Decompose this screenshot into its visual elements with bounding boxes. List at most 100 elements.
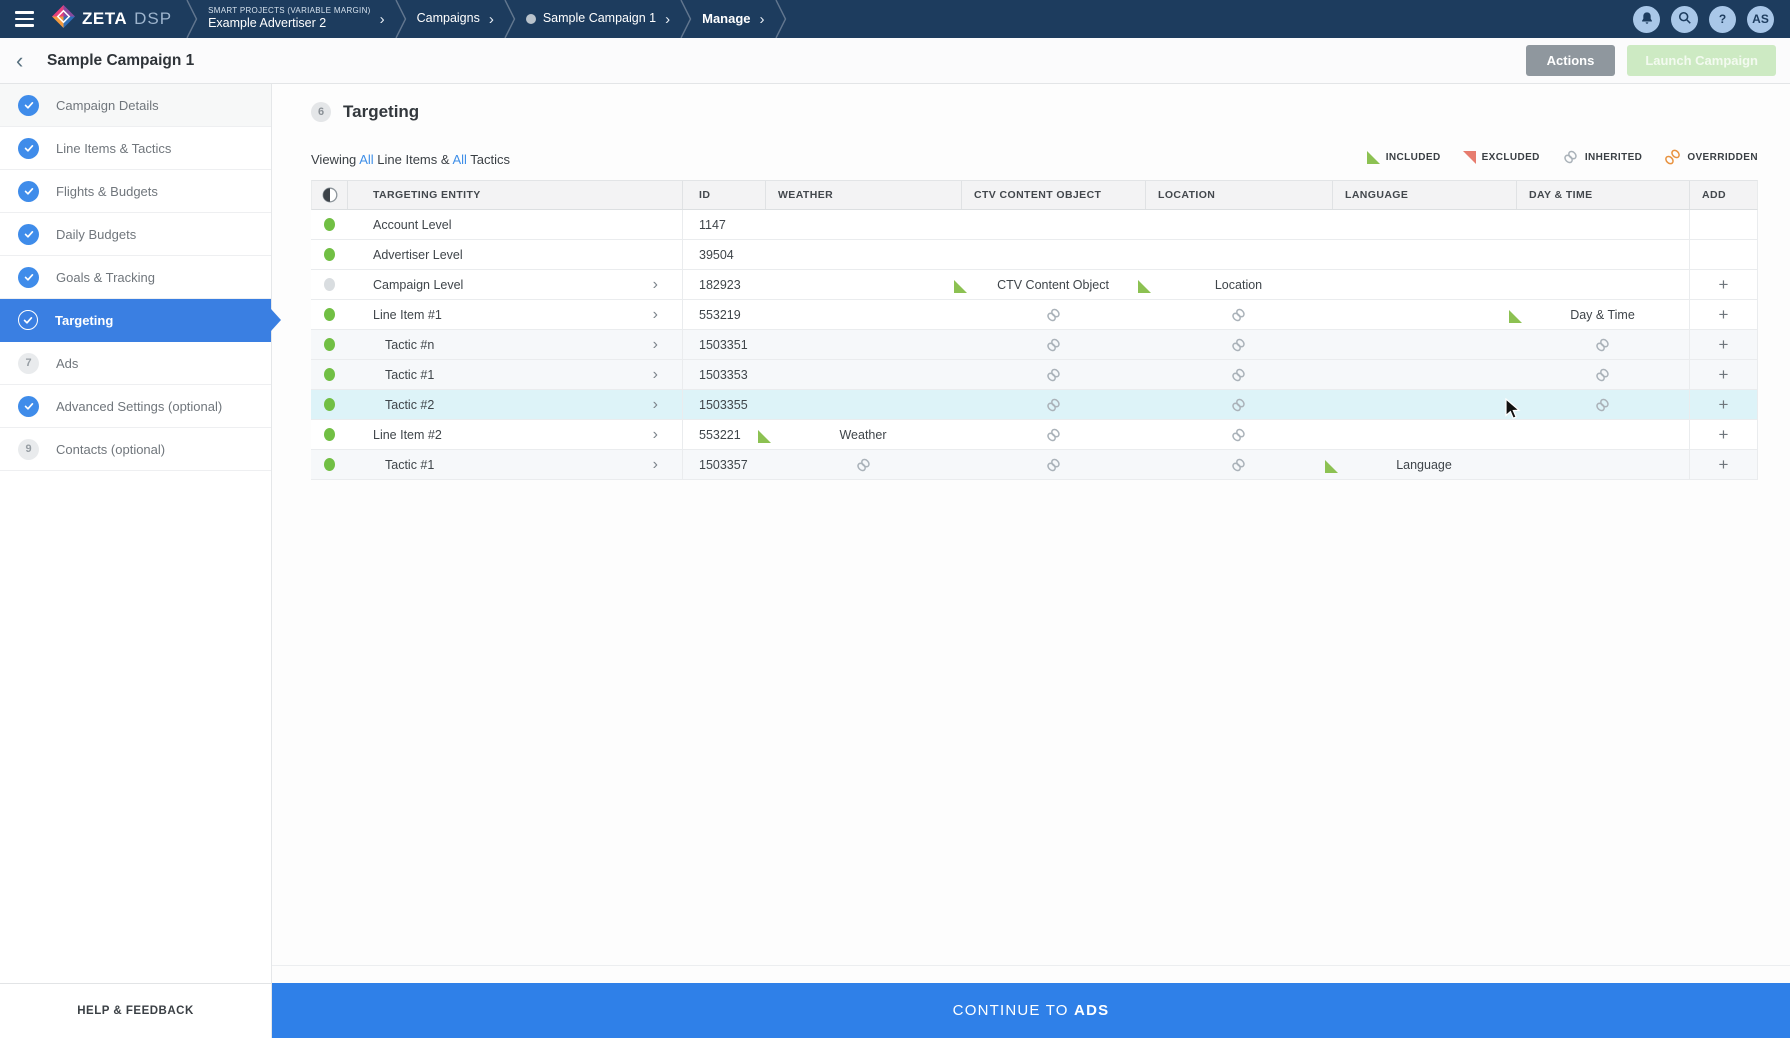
status-dot-active — [323, 398, 335, 411]
entity-name: Tactic #2 — [385, 397, 435, 412]
sidebar: Campaign Details Line Items & Tactics Flig… — [0, 84, 281, 983]
legend-inherited: INHERITED — [1562, 149, 1643, 165]
continue-to-ads-button[interactable]: CONTINUE TO ADS — [272, 983, 1790, 1038]
table-row[interactable]: Account Level 1147 — [311, 210, 1758, 240]
breadcrumb-item[interactable]: SMART PROJECTS (VARIABLE MARGIN) Example … — [198, 0, 395, 38]
sidebar-item-contacts-optional[interactable]: 9 Contacts (optional) — [0, 428, 271, 471]
sidebar-item-goals-tracking[interactable]: Goals & Tracking — [0, 256, 271, 299]
notifications-bell-button[interactable] — [1633, 5, 1660, 33]
table-row[interactable]: Line Item #1 › 553219 Day & Time + — [311, 300, 1758, 330]
expand-chevron-icon[interactable]: › — [652, 365, 658, 383]
breadcrumb-label: Campaigns — [416, 11, 480, 26]
avatar-button[interactable]: AS — [1747, 5, 1774, 33]
viewing-all-line-items-link[interactable]: All — [359, 152, 374, 167]
sidebar-item-label: Line Items & Tactics — [56, 140, 172, 156]
inherited-icon — [1230, 397, 1247, 413]
table-row[interactable]: Tactic #1 › 1503357 Language + — [311, 450, 1758, 480]
sidebar-item-flights-budgets[interactable]: Flights & Budgets — [0, 170, 271, 213]
table-row[interactable]: Tactic #n › 1503351 + — [311, 330, 1758, 360]
breadcrumb-item[interactable]: Sample Campaign 1 › — [516, 0, 680, 38]
back-button[interactable]: ‹ — [16, 47, 24, 73]
half-moon-icon[interactable] — [322, 187, 338, 203]
column-header-status — [312, 181, 348, 209]
table-row[interactable]: Campaign Level › 182923 CTV Content Object L… — [311, 270, 1758, 300]
add-targeting-button[interactable]: + — [1718, 335, 1729, 354]
add-targeting-button[interactable]: + — [1718, 305, 1729, 324]
table-row[interactable]: Line Item #2 › 553221 Weather + — [311, 420, 1758, 450]
sidebar-item-targeting[interactable]: Targeting — [0, 299, 281, 342]
viewing-all-tactics-link[interactable]: All — [452, 152, 467, 167]
chevron-right-icon: › — [379, 10, 385, 28]
add-targeting-button[interactable]: + — [1718, 275, 1729, 294]
targeting-value-label: Location — [1214, 277, 1263, 292]
table-header-row: TARGETING ENTITY ID WEATHER CTV CONTENT OBJ… — [311, 180, 1758, 210]
column-header-add: ADD — [1702, 189, 1726, 201]
inherited-icon — [1045, 307, 1062, 323]
included-icon — [1325, 460, 1338, 476]
check-circle-icon — [18, 94, 39, 116]
expand-chevron-icon[interactable]: › — [652, 425, 658, 443]
check-circle-icon — [18, 395, 39, 417]
status-dot-active — [323, 458, 335, 471]
breadcrumbs: SMART PROJECTS (VARIABLE MARGIN) Example … — [186, 0, 1633, 38]
sidebar-item-line-items-tactics[interactable]: Line Items & Tactics — [0, 127, 271, 170]
entity-name: Tactic #1 — [385, 457, 435, 472]
entity-name: Campaign Level — [373, 277, 464, 292]
column-header-weather: WEATHER — [766, 181, 962, 209]
search-button[interactable] — [1671, 5, 1698, 33]
legend-label: OVERRIDDEN — [1687, 151, 1758, 163]
sidebar-item-daily-budgets[interactable]: Daily Budgets — [0, 213, 271, 256]
breadcrumb-item[interactable]: Campaigns › — [407, 0, 504, 38]
included-icon — [758, 430, 771, 446]
sidebar-item-campaign-details[interactable]: Campaign Details — [0, 84, 271, 127]
viewing-tail: Tactics — [470, 152, 511, 167]
breadcrumb-separator-icon — [680, 0, 692, 38]
step-number-badge: 6 — [311, 102, 331, 122]
legend-excluded: EXCLUDED — [1462, 150, 1540, 164]
expand-chevron-icon[interactable]: › — [652, 275, 658, 293]
topbar: ZETA DSP SMART PROJECTS (VARIABLE MARGIN… — [0, 0, 1790, 38]
sidebar-item-label: Campaign Details — [56, 97, 159, 113]
expand-chevron-icon[interactable]: › — [652, 395, 658, 413]
table-row[interactable]: Tactic #2 › 1503355 + — [311, 390, 1758, 420]
help-feedback-button[interactable]: HELP & FEEDBACK — [0, 983, 272, 1038]
table-row[interactable]: Tactic #1 › 1503353 + — [311, 360, 1758, 390]
search-icon — [1678, 11, 1692, 28]
add-targeting-button[interactable]: + — [1718, 425, 1729, 444]
launch-campaign-button[interactable]: Launch Campaign — [1627, 45, 1776, 76]
sidebar-item-advanced-settings-optional[interactable]: Advanced Settings (optional) — [0, 385, 271, 428]
table-row[interactable]: Advertiser Level 39504 — [311, 240, 1758, 270]
step-number-circle: 7 — [18, 352, 39, 374]
help-button[interactable]: ? — [1709, 5, 1736, 33]
check-circle-icon — [18, 137, 39, 159]
sidebar-item-label: Contacts (optional) — [56, 441, 166, 457]
continue-label-bold: ADS — [1074, 1002, 1110, 1019]
entity-name: Tactic #1 — [385, 367, 435, 382]
add-targeting-button[interactable]: + — [1718, 395, 1729, 414]
targeting-value-label: Day & Time — [1570, 307, 1635, 322]
sidebar-item-ads[interactable]: 7 Ads — [0, 342, 271, 385]
breadcrumb-eyebrow: SMART PROJECTS (VARIABLE MARGIN) — [208, 6, 371, 16]
expand-chevron-icon[interactable]: › — [652, 455, 658, 473]
status-dot-active — [323, 368, 335, 381]
sidebar-item-label: Flights & Budgets — [56, 183, 158, 199]
brand-logo[interactable]: ZETA DSP — [46, 0, 186, 38]
included-icon — [1138, 280, 1151, 296]
check-circle-icon — [18, 266, 39, 288]
sidebar-item-label: Targeting — [55, 312, 114, 328]
hamburger-menu-icon[interactable] — [0, 0, 46, 38]
brand-name: ZETA — [82, 9, 128, 28]
entity-name: Account Level — [373, 217, 452, 232]
legend-label: EXCLUDED — [1481, 151, 1540, 163]
check-circle-icon — [18, 180, 39, 202]
add-targeting-button[interactable]: + — [1718, 365, 1729, 384]
add-targeting-button[interactable]: + — [1718, 455, 1729, 474]
chevron-right-icon: › — [759, 10, 765, 28]
step-number-circle: 9 — [18, 438, 39, 460]
breadcrumb-item[interactable]: Manage › — [692, 0, 774, 38]
breadcrumb-status-dot — [525, 14, 536, 24]
chevron-right-icon: › — [488, 10, 494, 28]
actions-button[interactable]: Actions — [1525, 45, 1616, 76]
expand-chevron-icon[interactable]: › — [652, 305, 658, 323]
expand-chevron-icon[interactable]: › — [652, 335, 658, 353]
